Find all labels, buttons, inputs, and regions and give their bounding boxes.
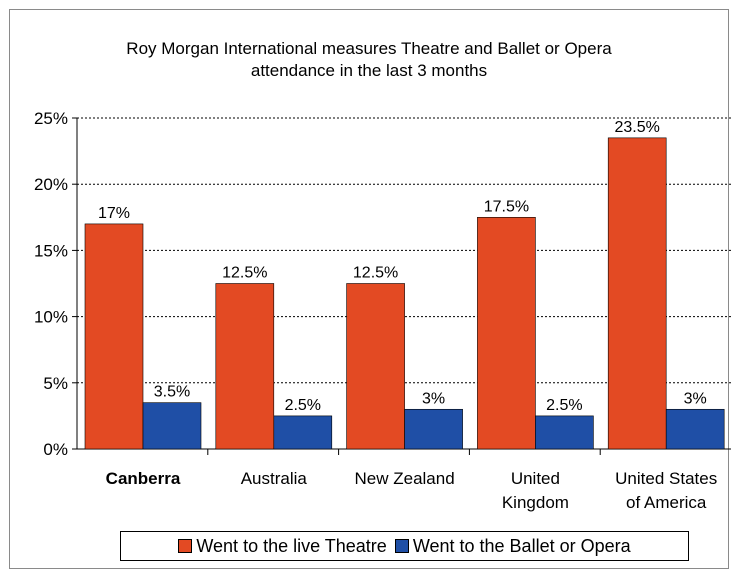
data-label: 17% [98, 205, 130, 222]
bar [666, 409, 724, 449]
legend-label-ballet: Went to the Ballet or Opera [413, 536, 631, 557]
x-tick-label: United Kingdom [502, 469, 569, 512]
bar [216, 284, 274, 450]
y-tick-label: 25% [34, 109, 68, 128]
data-label: 3.5% [154, 384, 190, 401]
bar [85, 224, 143, 449]
data-label: 17.5% [484, 198, 529, 215]
y-tick-label: 15% [34, 241, 68, 260]
x-tick-label: Canberra [106, 469, 181, 488]
data-label: 12.5% [353, 265, 398, 282]
data-label: 3% [684, 390, 707, 407]
data-label: 23.5% [615, 119, 660, 136]
bar [405, 409, 463, 449]
bar [143, 403, 201, 449]
x-tick-label: Australia [241, 469, 308, 488]
data-label: 3% [422, 390, 445, 407]
y-tick-label: 10% [34, 308, 68, 327]
x-tick-label: New Zealand [355, 469, 455, 488]
y-tick-label: 0% [43, 440, 68, 459]
legend-label-theatre: Went to the live Theatre [196, 536, 386, 557]
bar [608, 138, 666, 449]
legend: Went to the live Theatre Went to the Bal… [120, 531, 689, 561]
y-tick-label: 5% [43, 374, 68, 393]
y-tick-label: 20% [34, 175, 68, 194]
bar [477, 217, 535, 449]
bar [274, 416, 332, 449]
legend-item-ballet: Went to the Ballet or Opera [395, 536, 631, 557]
legend-swatch-theatre [178, 539, 192, 553]
x-tick-label: United States of America [615, 469, 717, 512]
data-label: 12.5% [222, 265, 267, 282]
data-label: 2.5% [285, 397, 321, 414]
data-label: 2.5% [546, 397, 582, 414]
legend-item-theatre: Went to the live Theatre [178, 536, 386, 557]
bar [535, 416, 593, 449]
legend-swatch-ballet [395, 539, 409, 553]
bar [347, 284, 405, 450]
